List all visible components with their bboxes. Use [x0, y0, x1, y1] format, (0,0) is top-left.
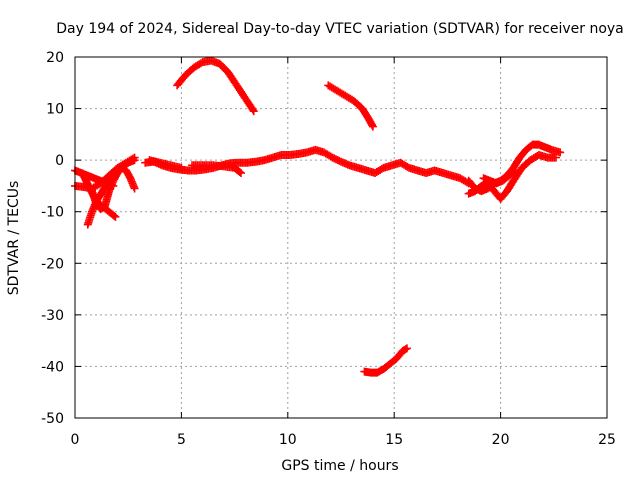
- x-tick-label: 20: [492, 432, 510, 448]
- series-markers: [479, 166, 520, 188]
- series-track-i: [173, 56, 258, 116]
- y-tick-label: -50: [41, 411, 64, 427]
- plot-frame: [74, 56, 608, 419]
- series-markers: [464, 150, 560, 203]
- x-tick-label: 0: [71, 432, 80, 448]
- series-markers: [360, 344, 411, 377]
- series-track-n: [479, 166, 520, 188]
- y-tick-label: -30: [41, 308, 64, 324]
- y-tick-label: -20: [41, 256, 64, 272]
- series-markers: [173, 56, 258, 116]
- chart-title: Day 194 of 2024, Sidereal Day-to-day VTE…: [56, 21, 624, 37]
- y-tick-label: -10: [41, 205, 64, 221]
- y-tick-label: 0: [55, 153, 64, 169]
- series-markers: [324, 81, 377, 131]
- series-track-m: [464, 150, 560, 203]
- series-track-k: [360, 344, 411, 377]
- series-markers: [188, 161, 245, 178]
- axis-ticks: 0 5 10 15 20 25 -50 -40 -30 -20 -10 0 10 20: [41, 50, 616, 448]
- series-track-e: [79, 171, 120, 221]
- series-track-j: [324, 81, 377, 131]
- x-tick-label: 5: [177, 432, 186, 448]
- x-tick-label: 15: [385, 432, 403, 448]
- y-tick-label: 20: [46, 50, 64, 66]
- x-axis-label: GPS time / hours: [281, 458, 398, 474]
- series-track-h: [188, 161, 245, 178]
- series-track-g: [145, 156, 186, 172]
- series-markers: [79, 171, 120, 221]
- x-tick-label: 25: [598, 432, 616, 448]
- data-points: [71, 56, 565, 377]
- series-markers: [145, 156, 186, 172]
- y-axis-label: SDTVAR / TECUs: [6, 181, 22, 296]
- x-tick-label: 10: [279, 432, 297, 448]
- y-tick-label: 10: [46, 102, 64, 118]
- y-tick-label: -40: [41, 359, 64, 375]
